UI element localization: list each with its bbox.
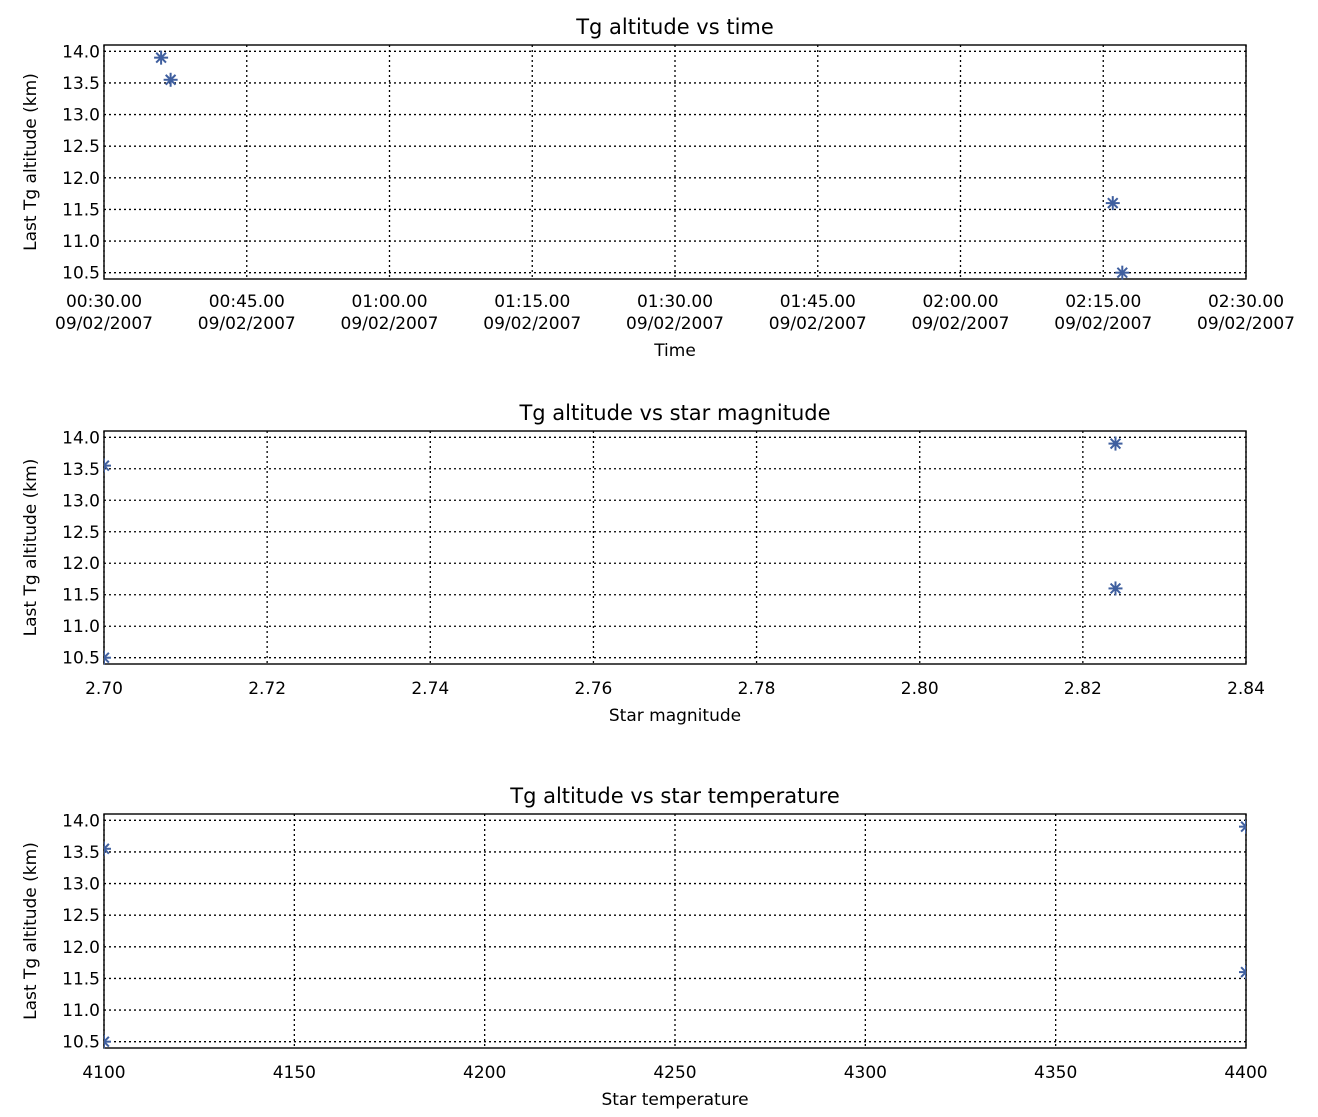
chart-title: Tg altitude vs star temperature bbox=[509, 784, 839, 808]
x-tick-label: 2.78 bbox=[738, 679, 776, 699]
y-tick-label: 11.5 bbox=[62, 969, 100, 989]
x-tick-label: 09/02/2007 bbox=[55, 314, 153, 334]
chart-panel-3: 10.5 11.0 11.5 12.0 12.5 13.0 13.5 14.0 4100 4150… bbox=[21, 784, 1268, 1110]
plot-frame bbox=[103, 430, 1247, 665]
x-tick-label: 09/02/2007 bbox=[769, 314, 867, 334]
y-tick-label: 13.0 bbox=[62, 491, 100, 511]
x-tick-label: 4100 bbox=[82, 1063, 125, 1083]
y-tick-label: 13.0 bbox=[62, 875, 100, 895]
y-tick-label: 10.5 bbox=[62, 649, 100, 669]
x-tick-label: 2.76 bbox=[574, 679, 612, 699]
y-axis-label: Last Tg altitude (km) bbox=[21, 73, 41, 251]
y-axis-label: Last Tg altitude (km) bbox=[21, 842, 41, 1020]
y-tick-label: 14.0 bbox=[62, 42, 100, 62]
x-tick-label: 2.74 bbox=[411, 679, 449, 699]
y-axis-label: Last Tg altitude (km) bbox=[21, 459, 41, 637]
y-tick-label: 11.5 bbox=[62, 200, 100, 220]
y-tick-label: 13.5 bbox=[62, 74, 100, 94]
x-tick-label: 01:15.00 bbox=[494, 292, 570, 312]
x-tick-label: 00:30.00 bbox=[66, 292, 142, 312]
x-axis-label: Star magnitude bbox=[609, 706, 741, 726]
x-axis-label: Time bbox=[653, 341, 696, 361]
data-point bbox=[104, 650, 111, 665]
data-points bbox=[104, 819, 1246, 1049]
x-tick-label: 09/02/2007 bbox=[912, 314, 1010, 334]
y-tick-label: 11.0 bbox=[62, 617, 100, 637]
chart-title: Tg altitude vs time bbox=[575, 15, 774, 39]
x-tick-label: 09/02/2007 bbox=[198, 314, 296, 334]
y-tick-label: 12.5 bbox=[62, 523, 100, 543]
chart-title: Tg altitude vs star magnitude bbox=[518, 401, 830, 425]
data-point bbox=[1239, 819, 1246, 834]
data-points bbox=[104, 436, 1123, 665]
x-tick-label: 02:15.00 bbox=[1065, 292, 1141, 312]
x-tick-label: 4400 bbox=[1224, 1063, 1267, 1083]
x-tick-label: 2.72 bbox=[248, 679, 286, 699]
data-point bbox=[1108, 436, 1123, 451]
x-tick-label: 4150 bbox=[273, 1063, 316, 1083]
data-point bbox=[154, 50, 169, 65]
x-tick-label: 2.70 bbox=[85, 679, 123, 699]
y-tick-label: 13.5 bbox=[62, 460, 100, 480]
x-tick-label: 09/02/2007 bbox=[483, 314, 581, 334]
x-tick-label: 09/02/2007 bbox=[1197, 314, 1295, 334]
x-tick-label: 09/02/2007 bbox=[341, 314, 439, 334]
x-tick-label: 2.84 bbox=[1227, 679, 1265, 699]
x-tick-label: 4250 bbox=[653, 1063, 696, 1083]
y-tick-label: 14.0 bbox=[62, 811, 100, 831]
data-point bbox=[1108, 581, 1123, 596]
data-point bbox=[104, 1034, 111, 1049]
data-point bbox=[1115, 265, 1130, 280]
x-tick-label: 4300 bbox=[844, 1063, 887, 1083]
data-point bbox=[104, 841, 111, 856]
y-tick-label: 12.0 bbox=[62, 938, 100, 958]
data-point bbox=[104, 458, 111, 473]
x-tick-label: 00:45.00 bbox=[209, 292, 285, 312]
chart-panel-2: 10.5 11.0 11.5 12.0 12.5 13.0 13.5 14.0 2.70 2.72… bbox=[21, 401, 1265, 726]
x-tick-label: 02:30.00 bbox=[1208, 292, 1284, 312]
x-tick-label: 4200 bbox=[463, 1063, 506, 1083]
y-tick-label: 12.0 bbox=[62, 169, 100, 189]
y-tick-label: 11.0 bbox=[62, 1001, 100, 1021]
y-tick-label: 11.5 bbox=[62, 586, 100, 606]
x-axis-label: Star temperature bbox=[601, 1090, 748, 1110]
x-tick-label: 01:45.00 bbox=[780, 292, 856, 312]
x-tick-label: 09/02/2007 bbox=[626, 314, 724, 334]
x-tick-label: 2.82 bbox=[1064, 679, 1102, 699]
x-tick-label: 02:00.00 bbox=[922, 292, 998, 312]
data-point bbox=[163, 72, 178, 87]
y-tick-label: 11.0 bbox=[62, 232, 100, 252]
chart-panel-1: 10.5 11.0 11.5 12.0 12.5 13.0 13.5 14.0 00:30.00… bbox=[21, 15, 1295, 361]
x-tick-label: 4350 bbox=[1034, 1063, 1077, 1083]
x-tick-label: 01:30.00 bbox=[637, 292, 713, 312]
y-tick-label: 12.0 bbox=[62, 554, 100, 574]
data-point bbox=[1239, 965, 1246, 980]
x-tick-label: 09/02/2007 bbox=[1054, 314, 1152, 334]
plot-frame bbox=[103, 44, 1247, 280]
y-tick-label: 10.5 bbox=[62, 264, 100, 284]
data-point bbox=[1105, 196, 1120, 211]
data-points bbox=[154, 50, 1130, 280]
plot-frame bbox=[103, 813, 1247, 1049]
y-tick-label: 13.0 bbox=[62, 106, 100, 126]
y-tick-label: 14.0 bbox=[62, 428, 100, 448]
y-tick-label: 12.5 bbox=[62, 906, 100, 926]
y-tick-label: 10.5 bbox=[62, 1033, 100, 1053]
x-tick-label: 2.80 bbox=[901, 679, 939, 699]
y-tick-label: 12.5 bbox=[62, 137, 100, 157]
y-tick-label: 13.5 bbox=[62, 843, 100, 863]
x-tick-label: 01:00.00 bbox=[351, 292, 427, 312]
